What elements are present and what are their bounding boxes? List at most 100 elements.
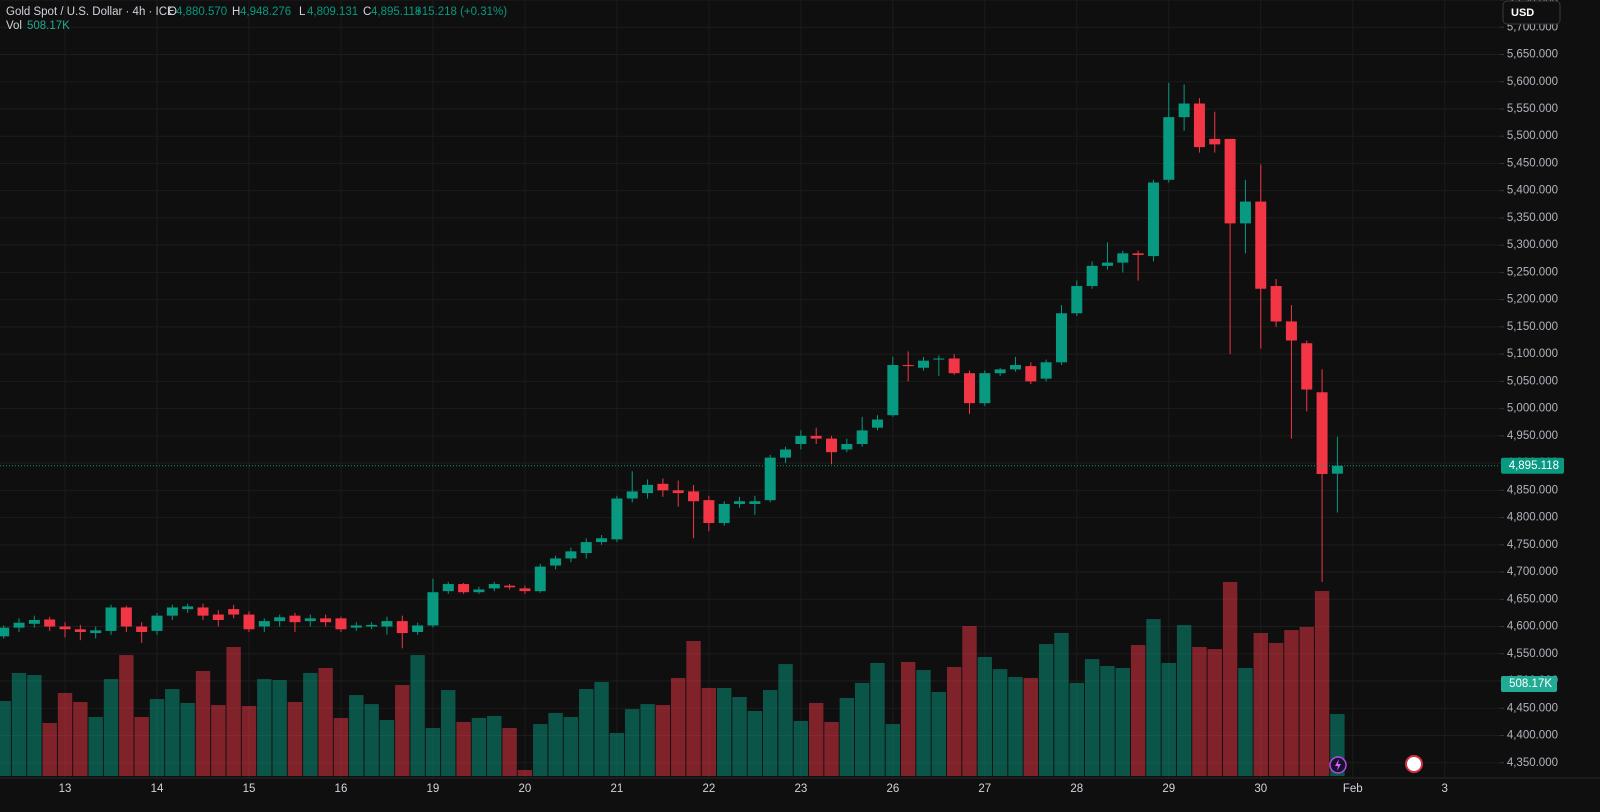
candle-body [826,438,838,453]
y-tick-label: 4,750.000 [1507,539,1558,551]
currency-button-frame[interactable] [1502,0,1561,25]
candle-body [335,618,347,630]
y-tick-label: 5,150.000 [1507,321,1558,333]
candle-body [105,607,117,631]
volume-bar [379,720,395,776]
candle-body [488,584,500,589]
volume-bar [962,626,977,776]
currency-label[interactable]: USD [1511,7,1534,19]
candle-body [13,622,25,628]
x-tick-label: 20 [519,783,532,795]
volume-bar [1161,662,1176,776]
candle-body [1239,201,1251,224]
volume-bar [134,716,149,776]
y-tick-label: 4,350.000 [1507,757,1558,769]
volume-bar [287,701,303,776]
x-tick-label: 19 [427,783,440,795]
volume-bar [318,667,333,776]
y-tick-label: 5,400.000 [1507,185,1558,197]
y-tick-label: 4,800.000 [1507,512,1558,524]
volume-bar [1100,666,1115,776]
volume-bar [195,671,211,776]
volume-bar [824,721,839,776]
volume-bar [517,770,533,776]
volume-bar [88,716,103,776]
candle-body [519,588,531,592]
candle-body [90,630,102,634]
candle-body [918,360,929,368]
x-tick-label: 27 [978,783,991,795]
volume-bar [609,732,625,776]
candle-body [688,491,700,502]
volume-bar [11,672,27,776]
candle-body [366,624,378,627]
volume-bar [747,711,763,776]
candle-body [1055,313,1067,363]
candle-body [504,585,516,588]
candle-body [120,607,132,627]
candle-body [1224,138,1236,224]
candle-body [442,584,454,592]
y-tick-label: 5,450.000 [1507,157,1558,169]
candle-body [258,621,270,627]
volume-bar [211,705,226,776]
candle-body [764,457,776,501]
volume-bar [579,689,594,776]
volume-title: Vol [6,20,22,32]
volume-bar [1069,682,1084,776]
candle-body [1331,465,1343,474]
candle-body [550,558,562,566]
volume-bar [977,656,993,776]
volume-bar [1038,644,1054,776]
flag-icon[interactable] [1405,755,1423,773]
candle-body [1025,366,1037,382]
volume-bar [900,661,916,776]
candle-body [979,373,991,404]
volume-bar [471,717,487,776]
volume-bar [854,682,870,776]
x-tick-label: 15 [243,783,256,795]
y-tick-label: 5,200.000 [1507,294,1558,306]
volume-bar [502,727,517,776]
x-tick-label: 21 [611,783,624,795]
axis-tags: 4,895.118 508.17K [0,457,1564,692]
y-tick-label: 5,050.000 [1507,375,1558,387]
volume-bar [671,677,686,776]
volume-bar [625,709,640,776]
currency-button[interactable]: USD [1502,0,1561,25]
volume-bar [992,669,1008,776]
volume-bar [808,702,824,776]
candle-body [289,615,301,623]
event-icons [1329,755,1423,774]
candle-body [703,500,715,524]
event-icon-glyph [1335,759,1341,771]
volume-bar [563,716,579,776]
volume-bar [57,692,73,776]
y-tick-label: 5,100.000 [1507,348,1558,360]
candle-body [1270,286,1282,322]
volume-bar [241,706,257,776]
candle-body [151,615,163,631]
volume-bar [1023,677,1039,776]
volume-bar [1008,676,1023,776]
candle-body [1285,321,1297,341]
candle-body [274,617,286,622]
candle-body [1147,182,1159,257]
y-tick-label: 5,650.000 [1507,49,1558,61]
volume-bar [27,675,42,776]
y-tick-label: 4,700.000 [1507,566,1558,578]
candle-body [1301,343,1313,390]
header: Gold Spot / U.S. Dollar · 4h · ICE O 4,88… [6,6,507,32]
volume-bar [73,701,88,776]
candle-body [320,618,332,623]
volume-bar [1130,645,1146,776]
candle-body [304,618,316,622]
volume-bar [272,680,287,776]
volume-bar [1146,619,1161,776]
candle-body [611,498,623,540]
volume-bar [1176,625,1192,776]
candle-body [197,607,209,616]
volume-bar [1084,659,1100,776]
legend-key: O [168,6,177,18]
candles [0,82,1343,649]
